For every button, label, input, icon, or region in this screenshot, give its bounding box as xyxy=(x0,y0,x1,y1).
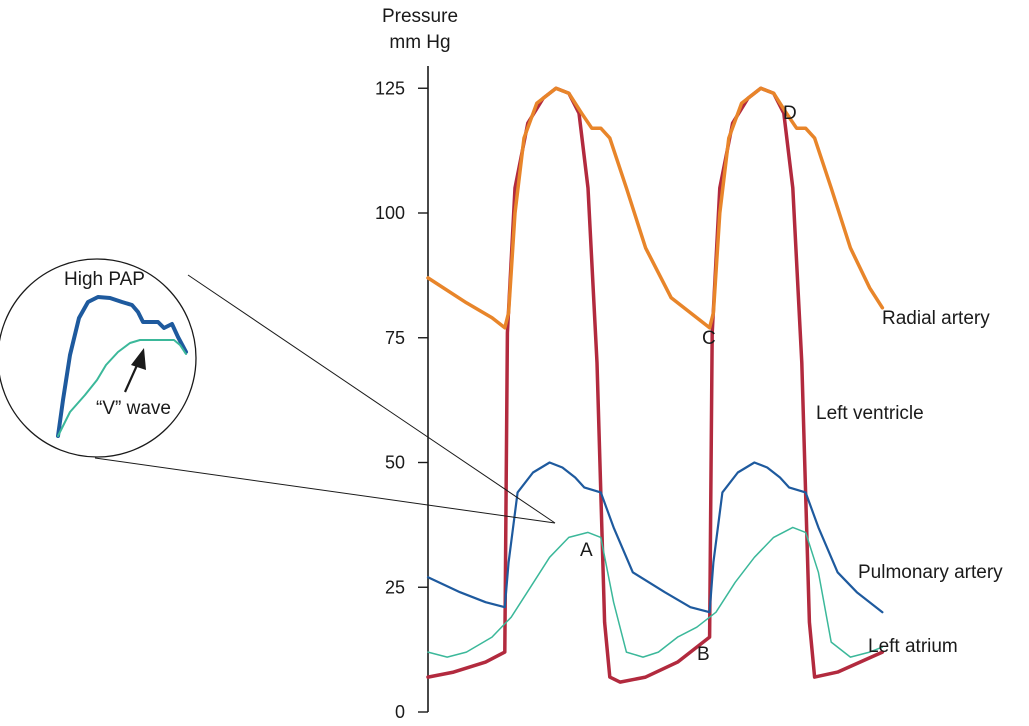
series-label-left-ventricle: Left ventricle xyxy=(816,403,924,424)
y-tick-label-50: 50 xyxy=(385,453,405,473)
y-tick-label-25: 25 xyxy=(385,577,405,597)
inset-circle xyxy=(0,258,197,458)
series-line-pulmonary-artery xyxy=(426,461,884,614)
annotation-b: B xyxy=(697,644,710,665)
series-line-left-atrium xyxy=(427,526,884,658)
plot-area xyxy=(426,86,885,684)
series-label-left-atrium: Left atrium xyxy=(868,636,958,657)
inset-magnifier: High PAP “V” wave xyxy=(0,258,197,458)
annotation-a: A xyxy=(580,540,593,561)
y-tick-label-75: 75 xyxy=(385,328,405,348)
series-line-left-ventricle xyxy=(426,86,885,684)
inset-arrow-label: “V” wave xyxy=(96,398,171,419)
inset-title: High PAP xyxy=(64,269,145,290)
y-tick-label-125: 125 xyxy=(375,78,405,98)
callout-line-lower xyxy=(94,457,556,524)
y-axis-title-line2: mm Hg xyxy=(389,32,450,53)
callout-line-upper xyxy=(187,274,556,524)
inset-arrow-shaft xyxy=(123,362,140,393)
y-ticks: 125 100 75 50 25 0 xyxy=(375,78,428,722)
annotation-c: C xyxy=(702,328,716,349)
y-tick-label-0: 0 xyxy=(395,702,405,722)
inset-arrow-head xyxy=(131,348,146,370)
inset-pulmonary-trace xyxy=(56,295,188,438)
y-axis-title-line1: Pressure xyxy=(382,6,458,27)
series-label-radial-artery: Radial artery xyxy=(882,308,990,329)
series-label-pulmonary-artery: Pulmonary artery xyxy=(858,562,1003,583)
y-tick-label-100: 100 xyxy=(375,203,405,223)
inset-atrium-trace xyxy=(57,339,187,437)
annotation-d: D xyxy=(783,103,797,124)
series-line-radial-artery xyxy=(426,86,885,330)
